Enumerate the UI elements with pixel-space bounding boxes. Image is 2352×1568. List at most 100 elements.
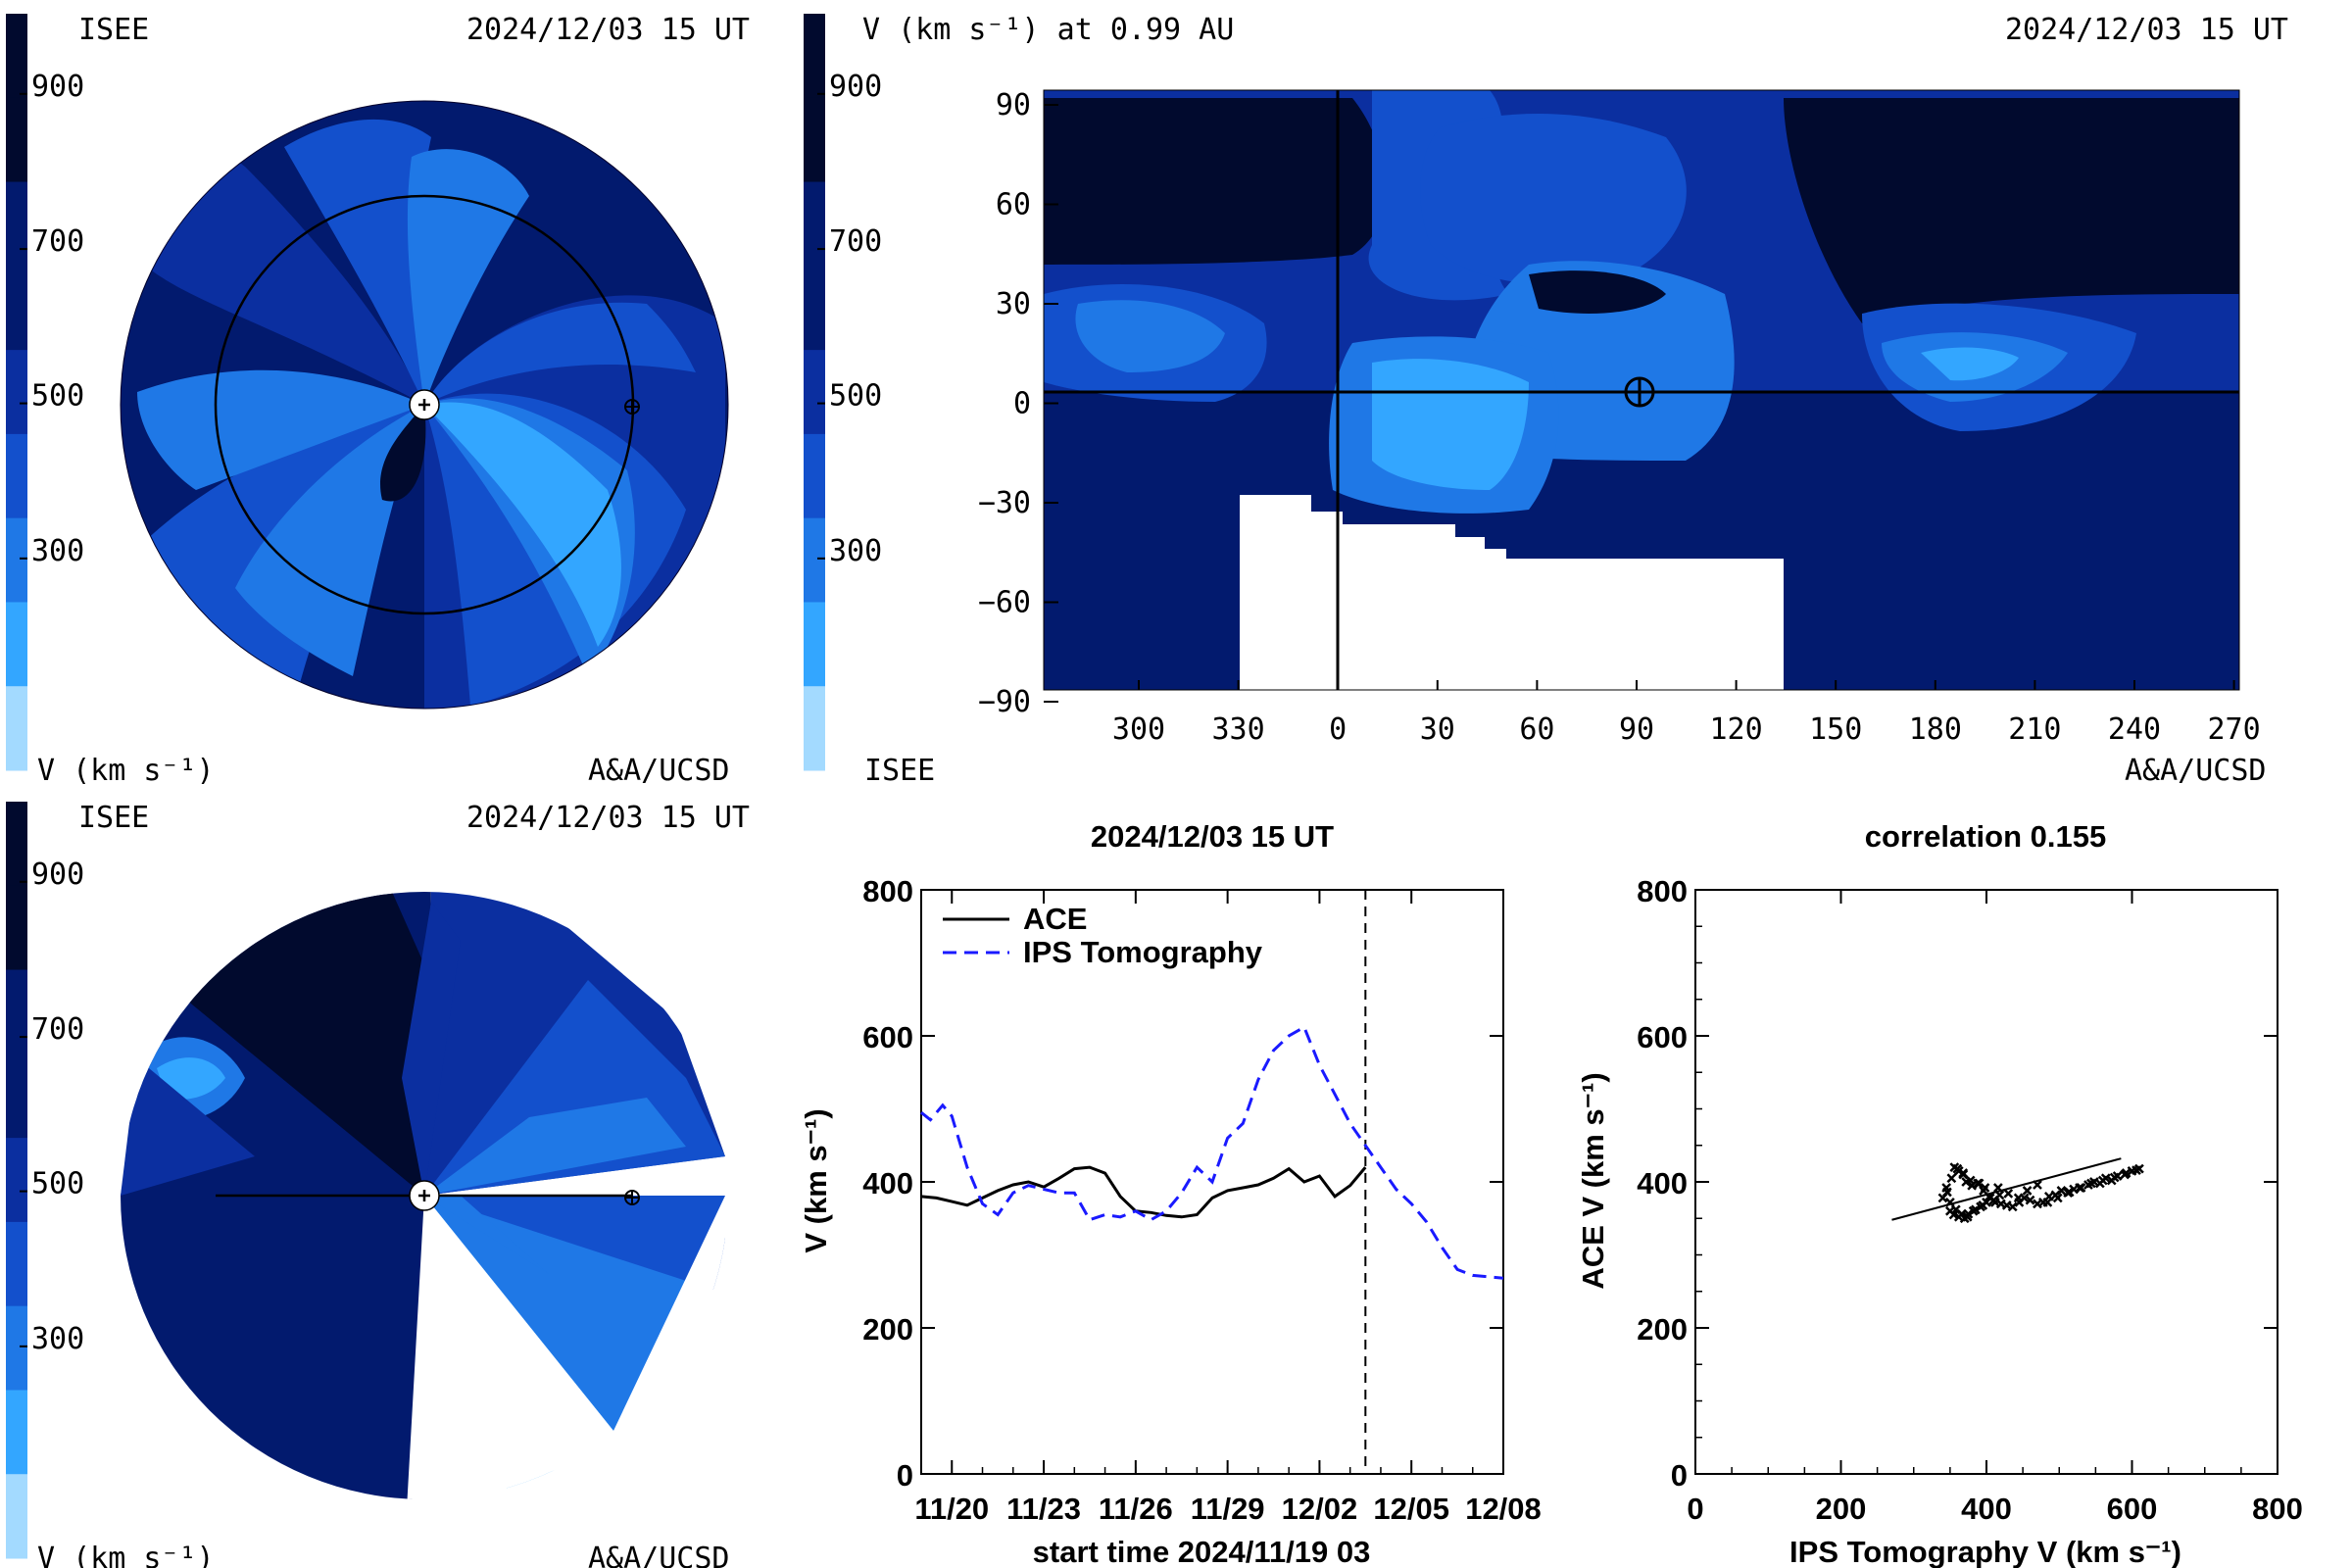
x-tick-label: 270 <box>2208 712 2261 747</box>
x-tick-label: 30 <box>1420 712 1455 747</box>
x-tick-label: 11/23 <box>1006 1492 1081 1526</box>
colorbar-band <box>6 433 27 519</box>
chart-title: correlation 0.155 <box>1865 819 2106 854</box>
scatter-point <box>2003 1189 2014 1199</box>
colorbar-band <box>6 1390 27 1475</box>
y-tick-label: 30 <box>996 287 1031 321</box>
x-tick-label: 600 <box>2107 1492 2158 1526</box>
x-tick-label: 200 <box>1816 1492 1867 1526</box>
timestamp: 2024/12/03 15 UT <box>466 13 750 47</box>
colorbar-band <box>804 517 825 603</box>
scatter-point <box>1948 1209 1959 1220</box>
scatter-point <box>1958 1169 1969 1180</box>
scatter-point <box>2052 1193 2063 1203</box>
map-title: V (km s⁻¹) at 0.99 AU <box>862 13 1234 47</box>
colorbar-band <box>6 181 27 267</box>
scatter-point <box>2121 1168 2132 1178</box>
x-tick-label: 12/02 <box>1282 1492 1358 1526</box>
colorbar-tick-label: 700 <box>31 224 84 259</box>
x-tick-label: 120 <box>1710 712 1763 747</box>
scatter-point <box>2097 1175 2108 1186</box>
credit-label: A&A/UCSD <box>588 754 730 788</box>
colorbar-tick-label: 300 <box>31 534 84 568</box>
colorbar-band <box>804 350 825 435</box>
colorbar-band <box>804 266 825 351</box>
meridional-disk <box>121 892 725 1499</box>
sun-symbol <box>409 1180 440 1211</box>
scatter-point <box>1994 1190 2005 1200</box>
y-axis-title: V (km s⁻¹) <box>799 1108 833 1252</box>
x-tick-label: 330 <box>1212 712 1265 747</box>
org-label: ISEE <box>78 801 149 835</box>
x-tick-label: 400 <box>1961 1492 2012 1526</box>
x-tick-label: 12/08 <box>1465 1492 1542 1526</box>
scatter-point <box>2007 1201 2018 1212</box>
y-tick-label: 90 <box>996 88 1031 122</box>
colorbar-band <box>6 686 27 771</box>
colorbar-tick-label: 900 <box>31 70 84 104</box>
unit-label: V (km s⁻¹) <box>37 754 215 788</box>
colorbar-band <box>804 686 825 771</box>
scatter-point <box>2064 1187 2075 1198</box>
y-tick-label: −90 <box>978 685 1031 719</box>
y-tick-label: 400 <box>862 1166 913 1200</box>
scatter-points <box>1891 1157 2144 1224</box>
map-x-axis: 300 330 0 30 60 90 120 150 180 210 240 270 <box>1112 680 2261 747</box>
x-tick-label: 210 <box>2008 712 2061 747</box>
scatter-point <box>2013 1193 2024 1203</box>
colorbar-tick-label: 500 <box>829 379 882 414</box>
colorbar-band <box>804 602 825 687</box>
scatter-point <box>2056 1186 2067 1196</box>
scatter-point <box>2075 1183 2084 1193</box>
y-tick-label: 600 <box>1637 1020 1688 1054</box>
colorbar-band <box>6 602 27 687</box>
axes: 0 200 400 600 800 0 200 400 600 800 <box>1637 874 2303 1526</box>
scatter-point <box>1942 1187 1952 1198</box>
scatter-point <box>2109 1172 2120 1183</box>
scatter-point <box>2042 1197 2053 1207</box>
panel-bottom-left: 900 700 500 300 ISEE 2024/12/03 15 UT V (km… <box>6 801 750 1568</box>
colorbar-top-right: 900 700 500 300 <box>804 14 882 771</box>
timestamp: 2024/12/03 15 UT <box>2005 13 2288 47</box>
series <box>920 1024 1504 1280</box>
axes: 0 200 400 600 800 11/20 11/23 11/26 11/29 12/02 12… <box>862 874 1542 1526</box>
scatter-point <box>2132 1165 2141 1175</box>
earth-symbol <box>624 399 640 415</box>
y-tick-label: 200 <box>1637 1312 1688 1347</box>
colorbar-band <box>6 14 27 99</box>
colorbar-band <box>6 1474 27 1559</box>
colorbar-tick-label: 700 <box>31 1012 84 1047</box>
colorbar-band <box>6 802 27 887</box>
credit-label: A&A/UCSD <box>2125 754 2267 788</box>
scatter-chart: correlation 0.155 IPS Tomography V (km s… <box>1576 819 2303 1568</box>
earth-symbol <box>624 1190 640 1205</box>
credit-label: A&A/UCSD <box>588 1542 730 1568</box>
chart-title: 2024/12/03 15 UT <box>1091 819 1334 854</box>
colorbar-band <box>6 97 27 183</box>
colorbar-band <box>6 969 27 1054</box>
legend-label: IPS Tomography <box>1023 935 1263 969</box>
x-tick-label: 0 <box>1687 1492 1703 1526</box>
x-tick-label: 240 <box>2108 712 2161 747</box>
x-tick-label: 11/29 <box>1191 1492 1265 1526</box>
legend-label: ACE <box>1023 902 1087 936</box>
colorbar-tick-label: 900 <box>31 858 84 892</box>
x-tick-label: 800 <box>2252 1492 2303 1526</box>
panel-top-left: 900 700 500 300 ISEE 2024/12/03 15 UT V (km… <box>6 13 750 788</box>
y-tick-label: 0 <box>897 1458 913 1493</box>
scatter-point <box>2022 1186 2033 1196</box>
x-tick-label: 60 <box>1519 712 1554 747</box>
y-tick-label: 60 <box>996 188 1031 222</box>
colorbar-band <box>6 885 27 971</box>
colorbar-band <box>804 433 825 519</box>
ace-series-line <box>920 1165 1367 1219</box>
map-y-axis: 90 60 30 0 −30 −60 −90 <box>978 88 1058 719</box>
x-tick-label: 300 <box>1112 712 1165 747</box>
scatter-point <box>1980 1183 1990 1193</box>
y-tick-label: 0 <box>1013 387 1031 421</box>
colorbar-band <box>6 1054 27 1139</box>
colorbar-tick-label: 300 <box>829 534 882 568</box>
org-label: ISEE <box>78 13 149 47</box>
